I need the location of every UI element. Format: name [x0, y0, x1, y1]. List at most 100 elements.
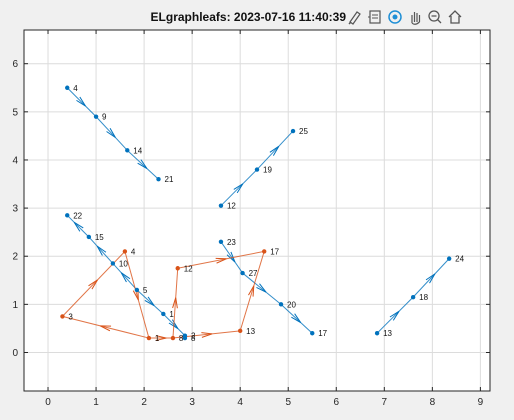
- y-tick-label: 1: [12, 300, 18, 311]
- orange-node-17: [262, 249, 267, 254]
- blue-node-9: [93, 114, 99, 119]
- orange-node-label-12: 12: [184, 264, 193, 273]
- blue-node-label-24: 24: [455, 255, 464, 264]
- blue-node-18: [410, 294, 416, 300]
- y-tick-label: 2: [12, 252, 18, 263]
- x-tick-label: 5: [285, 397, 291, 408]
- blue-node-5: [134, 287, 140, 293]
- blue-edge-5-10: [112, 263, 138, 291]
- plot-area: [24, 30, 490, 391]
- orange-node-label-13: 13: [246, 327, 255, 336]
- y-tick-label: 0: [12, 348, 18, 359]
- blue-node-label-9: 9: [102, 113, 107, 122]
- blue-node-14: [125, 148, 130, 153]
- orange-edge-12-17: [177, 250, 265, 269]
- blue-node-label-4: 4: [73, 84, 78, 93]
- blue-node-label-14: 14: [133, 146, 142, 155]
- blue-node-15: [86, 234, 92, 240]
- blue-node-label-19: 19: [263, 166, 272, 175]
- x-tick-label: 6: [333, 397, 339, 408]
- pan-icon[interactable]: [406, 7, 424, 27]
- blue-edge-4-9: [66, 87, 97, 117]
- blue-arrow-14-21: [137, 159, 148, 169]
- orange-node-label-1: 1: [155, 334, 160, 343]
- blue-edge-10-15: [88, 236, 114, 264]
- orange-arrow-13-17: [248, 285, 255, 297]
- y-tick-label: 6: [12, 59, 18, 70]
- blue-node-label-2: 2: [191, 332, 196, 341]
- blue-node-label-10: 10: [119, 259, 128, 268]
- y-tick-label: 5: [12, 107, 18, 118]
- x-tick-label: 1: [93, 397, 99, 408]
- blue-node-label-15: 15: [95, 233, 104, 242]
- zoom-out-icon[interactable]: [426, 7, 444, 27]
- blue-node-8: [182, 335, 188, 341]
- blue-edge-12-19: [220, 169, 258, 207]
- blue-node-20: [278, 302, 284, 307]
- blue-node-label-23: 23: [227, 238, 236, 247]
- blue-node-label-12: 12: [227, 202, 236, 211]
- brush-icon[interactable]: [346, 7, 364, 27]
- blue-arrow-5-10: [120, 272, 131, 283]
- blue-node-21: [156, 177, 161, 182]
- x-tick-label: 0: [45, 397, 51, 408]
- rotate-3d-icon[interactable]: [386, 7, 404, 27]
- data-tips-icon[interactable]: [366, 7, 384, 27]
- blue-node-12: [218, 203, 224, 208]
- blue-node-27: [240, 270, 245, 276]
- blue-arrow-12-19: [233, 183, 244, 194]
- blue-node-23: [218, 239, 224, 244]
- blue-edge-19-25: [256, 130, 294, 170]
- orange-node-label-17: 17: [270, 247, 279, 256]
- blue-node-24: [446, 256, 452, 261]
- orange-arrow-1-3: [100, 325, 112, 332]
- blue-node-label-25: 25: [299, 127, 308, 136]
- blue-arrow-27-20: [256, 283, 267, 293]
- blue-edge-20-17: [280, 303, 313, 334]
- blue-node-17: [310, 331, 315, 336]
- x-tick-label: 4: [237, 397, 243, 408]
- blue-edge-18-24: [412, 258, 450, 298]
- blue-node-4: [65, 85, 70, 90]
- blue-node-label-5: 5: [143, 286, 148, 295]
- blue-node-label-17: 17: [318, 329, 327, 338]
- orange-edge-13-17: [239, 251, 265, 331]
- orange-node-label-8: 8: [179, 334, 184, 343]
- blue-arrow-19-25: [269, 145, 280, 156]
- orange-arrow-4-1: [132, 289, 139, 301]
- blue-arrow-20-17: [291, 313, 302, 323]
- x-tick-label: 8: [430, 397, 436, 408]
- blue-node-19: [254, 167, 260, 172]
- blue-node-25: [290, 128, 296, 134]
- blue-arrow-18-24: [425, 273, 436, 284]
- orange-node-3: [60, 314, 65, 319]
- orange-node-13: [237, 328, 243, 334]
- x-tick-label: 3: [189, 397, 195, 408]
- blue-arrow-13-18: [389, 310, 400, 321]
- y-tick-label: 4: [12, 155, 18, 166]
- blue-edge-5-1: [136, 289, 164, 315]
- axes-box: [23, 29, 491, 392]
- blue-arrow-4-9: [76, 96, 86, 107]
- orange-arrow-8-13: [201, 332, 213, 338]
- blue-arrow-5-1: [144, 296, 155, 307]
- blue-node-label-1: 1: [169, 310, 174, 319]
- orange-arrow-12-17: [215, 257, 227, 264]
- orange-node-8: [170, 335, 176, 341]
- blue-edge-9-14: [95, 116, 128, 151]
- blue-arrow-15-22: [73, 221, 84, 232]
- blue-edge-13-18: [376, 296, 414, 334]
- blue-node-13: [374, 331, 380, 336]
- blue-edge-14-21: [126, 149, 159, 180]
- orange-node-12: [175, 266, 180, 271]
- x-tick-label: 7: [382, 397, 388, 408]
- home-icon[interactable]: [446, 7, 464, 27]
- blue-node-label-27: 27: [249, 269, 258, 278]
- orange-arrow-3-4: [88, 279, 98, 290]
- axes-toolbar: [346, 6, 466, 28]
- orange-edge-1-3: [62, 315, 150, 339]
- blue-node-label-21: 21: [165, 175, 174, 184]
- blue-node-label-20: 20: [287, 300, 296, 309]
- blue-node-label-18: 18: [419, 293, 428, 302]
